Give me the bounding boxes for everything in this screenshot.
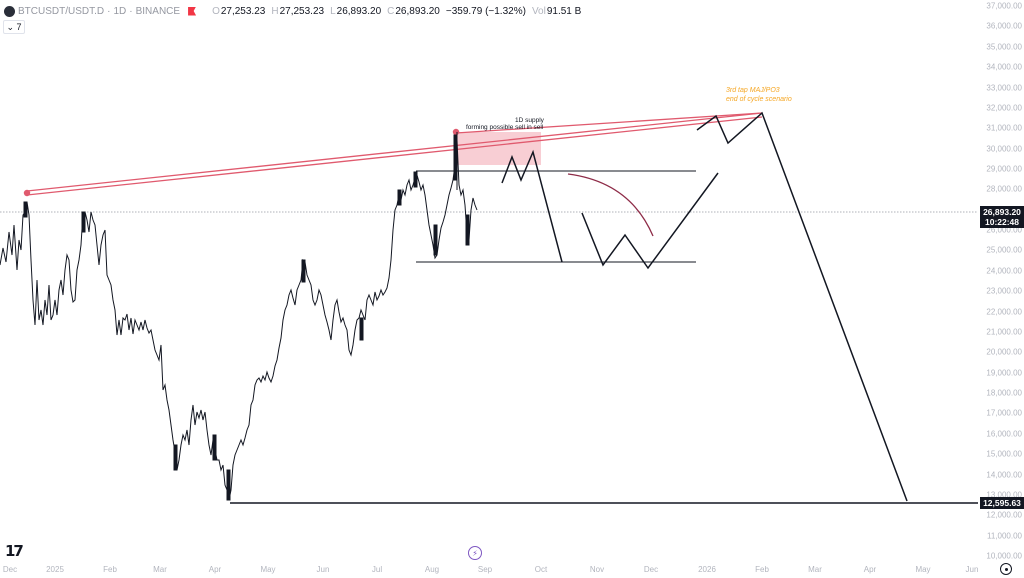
time-axis[interactable]: Dec 2025 Feb Mar Apr May Jun Jul Aug Sep…: [0, 562, 979, 578]
x-tick: May: [260, 565, 276, 574]
x-tick: Mar: [153, 565, 167, 574]
flag-icon[interactable]: [188, 6, 197, 16]
y-tick: 36,000.00: [986, 21, 1022, 31]
projection-path[interactable]: [501, 149, 563, 263]
supply-note-line1[interactable]: 1D supply: [515, 117, 544, 124]
x-tick: Jun: [316, 565, 330, 574]
y-tick: 12,000.00: [986, 510, 1022, 520]
x-tick: May: [915, 565, 931, 574]
indicators-toggle-button[interactable]: ⌄ 7: [3, 20, 25, 34]
price-chart-canvas[interactable]: [0, 0, 978, 562]
price-axis[interactable]: 37,000.00 36,000.00 35,000.00 34,000.00 …: [978, 0, 1024, 578]
low-label: L: [330, 5, 336, 17]
x-tick: Mar: [808, 565, 822, 574]
x-tick: Feb: [103, 565, 117, 574]
y-tick: 23,000.00: [986, 286, 1022, 296]
y-tick: 16,000.00: [986, 429, 1022, 439]
projection-path[interactable]: [581, 172, 719, 270]
x-tick: 2026: [698, 565, 716, 574]
interval[interactable]: 1D: [113, 5, 127, 17]
close-label: C: [387, 5, 395, 17]
y-tick: 32,000.00: [986, 103, 1022, 113]
tradingview-logo[interactable]: 17: [5, 542, 24, 560]
x-tick: Apr: [863, 565, 877, 574]
trendline-anchor[interactable]: [452, 128, 460, 136]
y-tick: 31,000.00: [986, 123, 1022, 133]
gear-icon[interactable]: [1000, 563, 1012, 575]
y-tick: 19,000.00: [986, 368, 1022, 378]
y-tick: 37,000.00: [986, 1, 1022, 11]
y-tick: 35,000.00: [986, 42, 1022, 52]
cycle-low-tag: 12,595.63: [980, 497, 1024, 509]
chevron-down-icon: ⌄: [6, 21, 14, 32]
x-tick: Jun: [965, 565, 979, 574]
y-tick: 33,000.00: [986, 83, 1022, 93]
symbol-logo-icon: [4, 5, 15, 17]
open-value: 27,253.23: [220, 5, 266, 17]
x-tick: Oct: [534, 565, 548, 574]
separator: ·: [107, 5, 111, 17]
y-tick: 10,000.00: [986, 551, 1022, 561]
projection-path[interactable]: [696, 111, 908, 502]
bar-countdown: 10:22:48: [984, 217, 1020, 227]
x-tick: Jul: [371, 565, 383, 574]
y-tick: 29,000.00: [986, 164, 1022, 174]
x-tick: Apr: [208, 565, 222, 574]
x-tick: Nov: [589, 565, 605, 574]
trendline-anchor[interactable]: [23, 189, 31, 197]
supply-note-line2[interactable]: forming possible sell in sell: [466, 124, 544, 131]
y-tick: 30,000.00: [986, 144, 1022, 154]
high-label: H: [271, 5, 279, 17]
x-tick: Dec: [643, 565, 659, 574]
change-value: −359.79 (−1.32%): [445, 5, 526, 17]
low-value: 26,893.20: [336, 5, 382, 17]
symbol-legend[interactable]: BTCUSDT/USDT.D · 1D · BINANCE O 27,253.23…: [4, 3, 581, 19]
scenario-note-line1[interactable]: 3rd tap MAJ/PO3: [726, 87, 780, 94]
y-tick: 34,000.00: [986, 62, 1022, 72]
y-tick: 18,000.00: [986, 388, 1022, 398]
last-price-tag: 26,893.20 10:22:48: [980, 206, 1024, 228]
high-value: 27,253.23: [279, 5, 325, 17]
x-tick: Feb: [755, 565, 769, 574]
candles: [0, 132, 478, 501]
exchange: BINANCE: [135, 5, 181, 17]
volume-value: 91.51 B: [546, 5, 582, 17]
y-tick: 22,000.00: [986, 307, 1022, 317]
y-tick: 13,000.00: [986, 490, 1022, 500]
x-tick: Sep: [477, 565, 493, 574]
y-tick: 11,000.00: [987, 531, 1022, 541]
scenario-note-line2[interactable]: end of cycle scenario: [726, 96, 792, 103]
y-tick: 14,000.00: [986, 470, 1022, 480]
symbol-name[interactable]: BTCUSDT/USDT.D: [18, 5, 105, 17]
y-tick: 17,000.00: [986, 408, 1022, 418]
x-tick: Dec: [2, 565, 18, 574]
trendline[interactable]: [26, 112, 763, 196]
cycle-low-value: 12,595.63: [983, 498, 1021, 508]
y-tick: 20,000.00: [986, 347, 1022, 357]
y-tick: 15,000.00: [986, 449, 1022, 459]
separator: ·: [129, 5, 133, 17]
y-tick: 24,000.00: [986, 266, 1022, 276]
rounding-arc[interactable]: [567, 173, 654, 237]
volume-label: Vol: [531, 5, 546, 17]
x-tick: Aug: [424, 565, 440, 574]
y-tick: 26,000.00: [986, 225, 1022, 235]
bolt-icon[interactable]: ⚡: [468, 546, 482, 560]
y-tick: 28,000.00: [986, 184, 1022, 194]
x-tick: 2025: [46, 565, 64, 574]
open-label: O: [212, 5, 220, 17]
last-price-value: 26,893.20: [983, 207, 1021, 217]
indicator-count: 7: [16, 22, 22, 32]
close-value: 26,893.20: [395, 5, 440, 17]
y-tick: 25,000.00: [986, 245, 1022, 255]
y-tick: 21,000.00: [986, 327, 1022, 337]
